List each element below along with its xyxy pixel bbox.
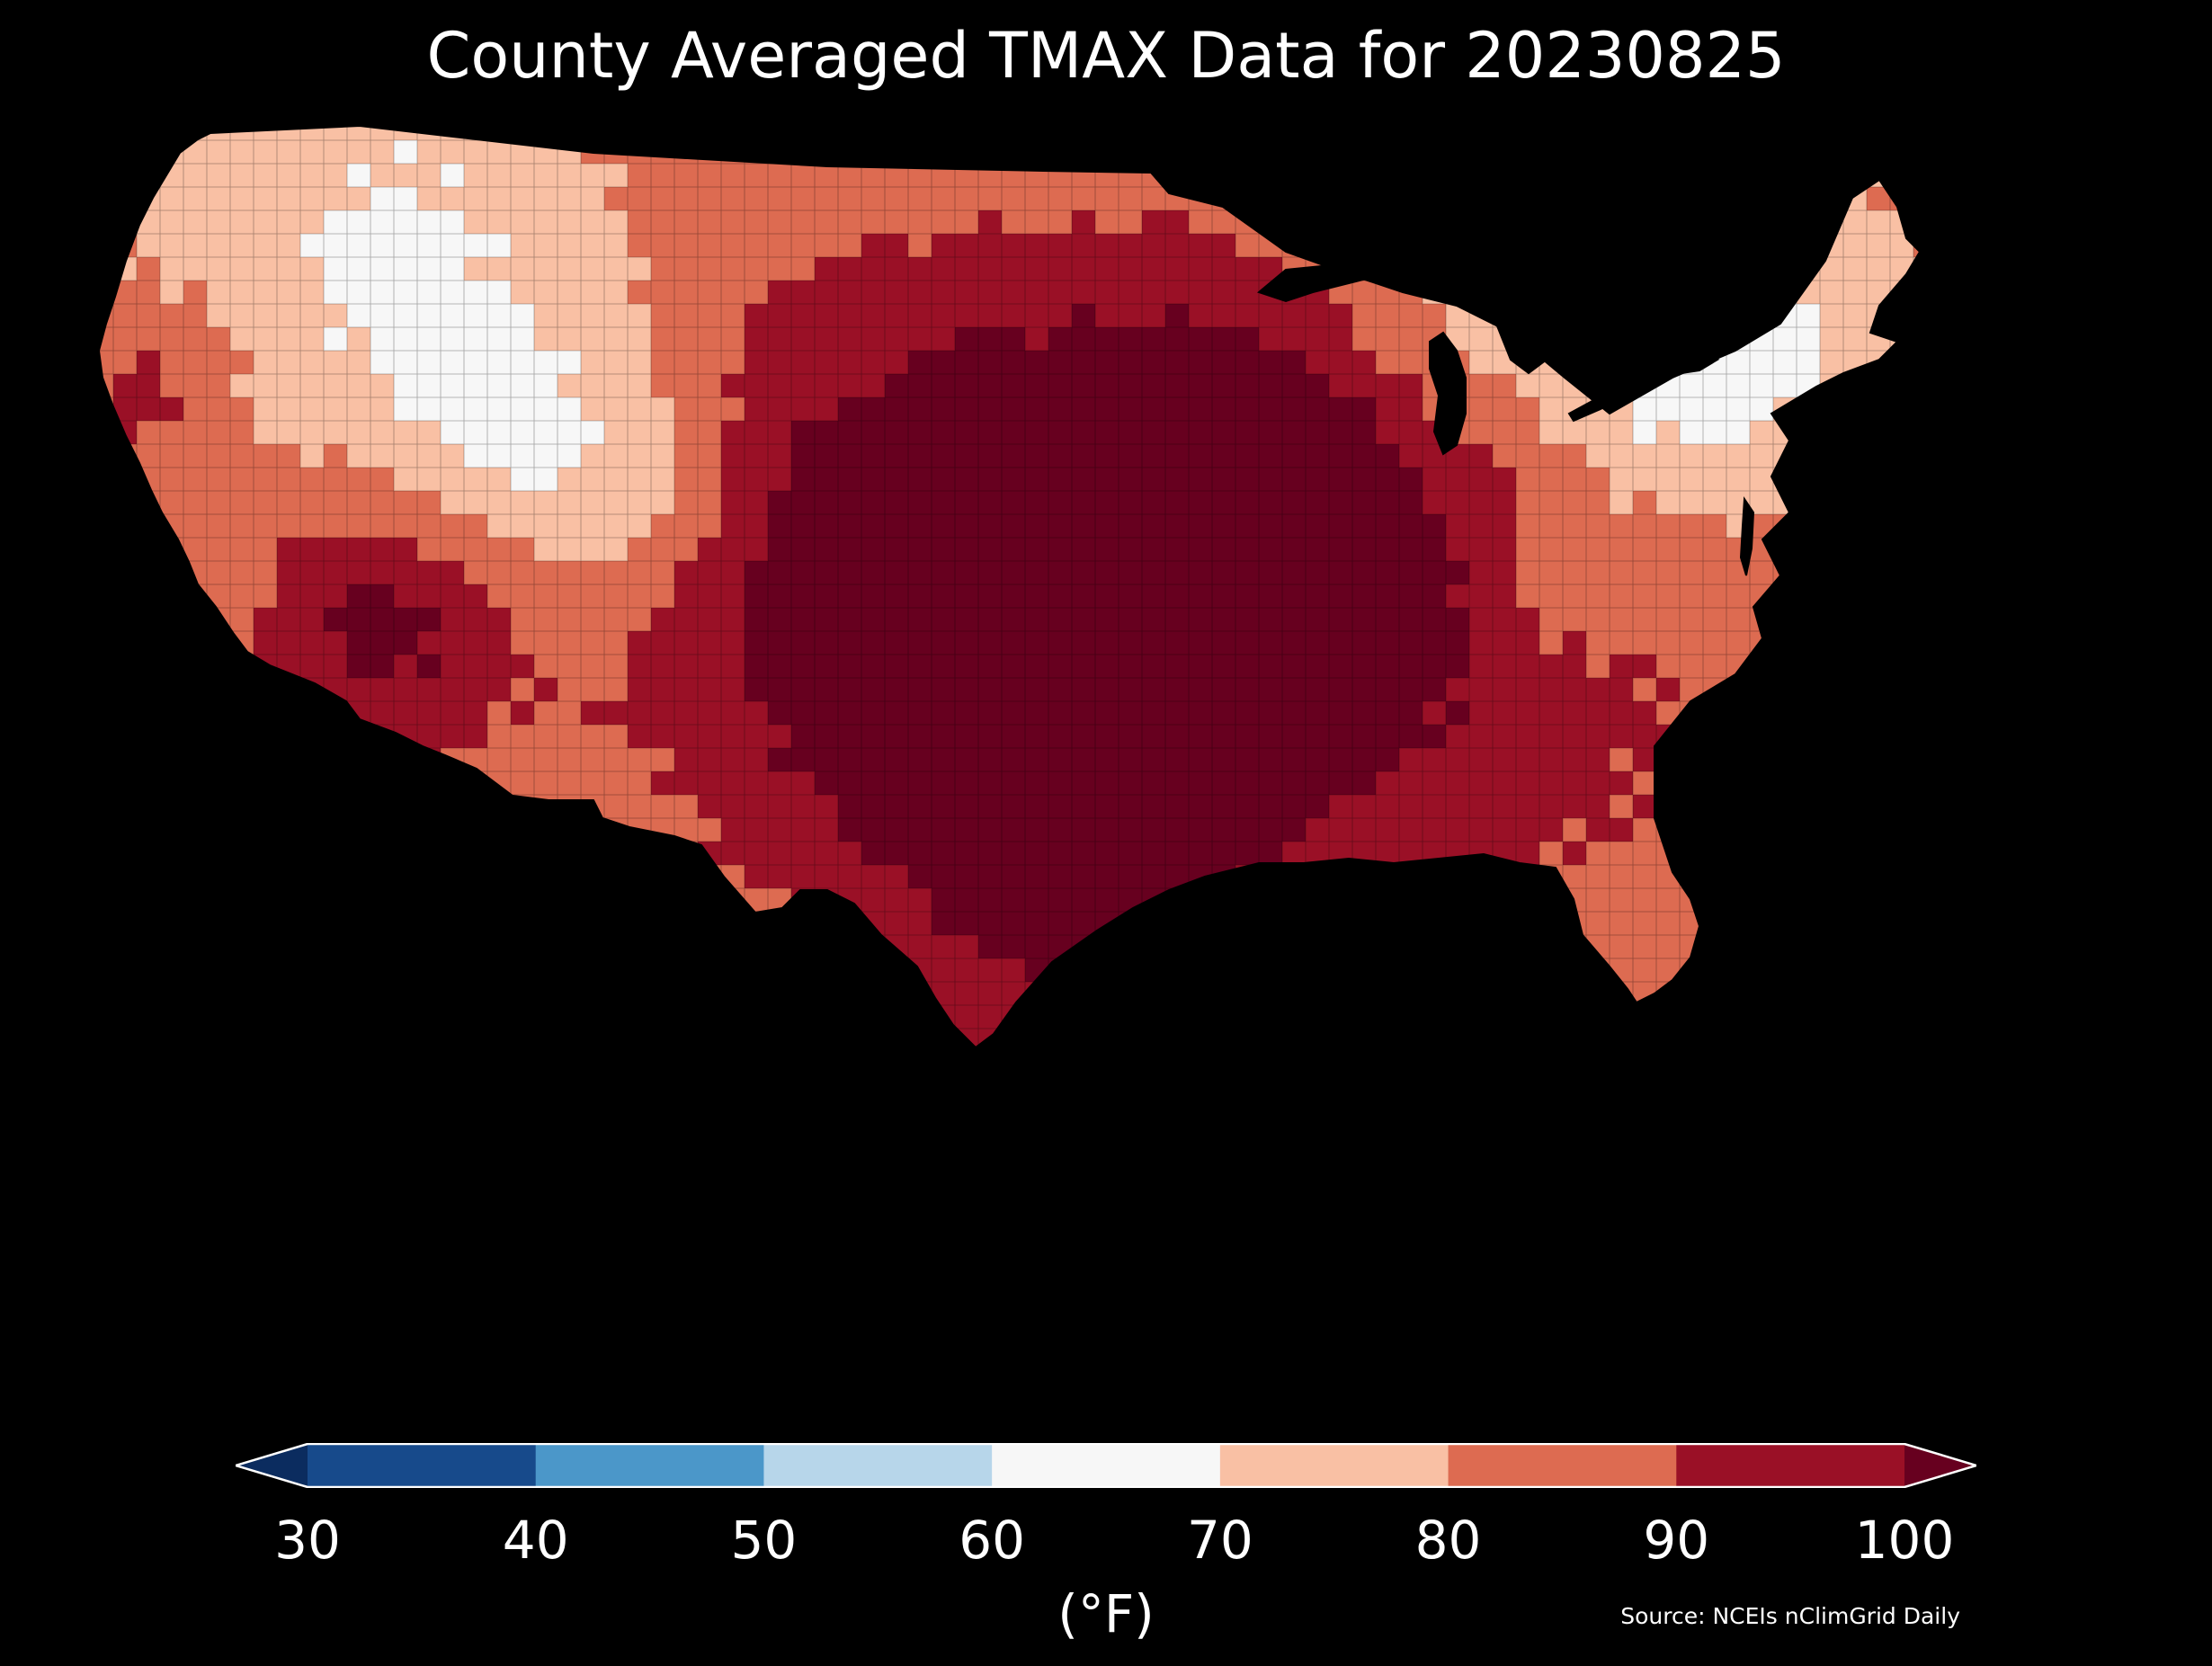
- us-county-map: [90, 117, 2122, 1403]
- colorbar-under-triangle: [236, 1444, 308, 1487]
- lake-superior: [1256, 250, 1396, 303]
- colorbar-unit-label: (°F): [1057, 1583, 1155, 1644]
- colorbar-over-triangle: [1904, 1444, 1976, 1487]
- colorbar-tick-label: 30: [274, 1510, 341, 1571]
- lake-ontario: [1652, 353, 1720, 378]
- colorbar-tick-label: 80: [1414, 1510, 1482, 1571]
- chesapeake-bay: [1739, 495, 1755, 576]
- colorbar-tick-label: 40: [502, 1510, 569, 1571]
- colorbar-tick-label: 90: [1643, 1510, 1710, 1571]
- colorbar-bin-90-100: [1676, 1444, 1905, 1487]
- colorbar-tick-label: 60: [959, 1510, 1026, 1571]
- lake-michigan: [1429, 331, 1467, 456]
- colorbar-tick-label: 50: [730, 1510, 798, 1571]
- source-note: Source: NCEIs nClimGrid Daily: [1620, 1603, 1960, 1629]
- colorbar-bin-70-80: [1219, 1444, 1449, 1487]
- colorbar-bin-50-60: [763, 1444, 993, 1487]
- colorbar-tick-label: 100: [1854, 1510, 1955, 1571]
- colorbar-bin-60-70: [992, 1444, 1221, 1487]
- colorbar-bin-40-50: [535, 1444, 764, 1487]
- colorbar-tick-label: 70: [1186, 1510, 1253, 1571]
- colorbar: [231, 1442, 1981, 1489]
- colorbar-bin-30-40: [308, 1444, 537, 1487]
- colorbar-bin-80-90: [1448, 1444, 1677, 1487]
- map-title: County Averaged TMAX Data for 20230825: [426, 19, 1786, 93]
- lake-erie: [1567, 376, 1648, 423]
